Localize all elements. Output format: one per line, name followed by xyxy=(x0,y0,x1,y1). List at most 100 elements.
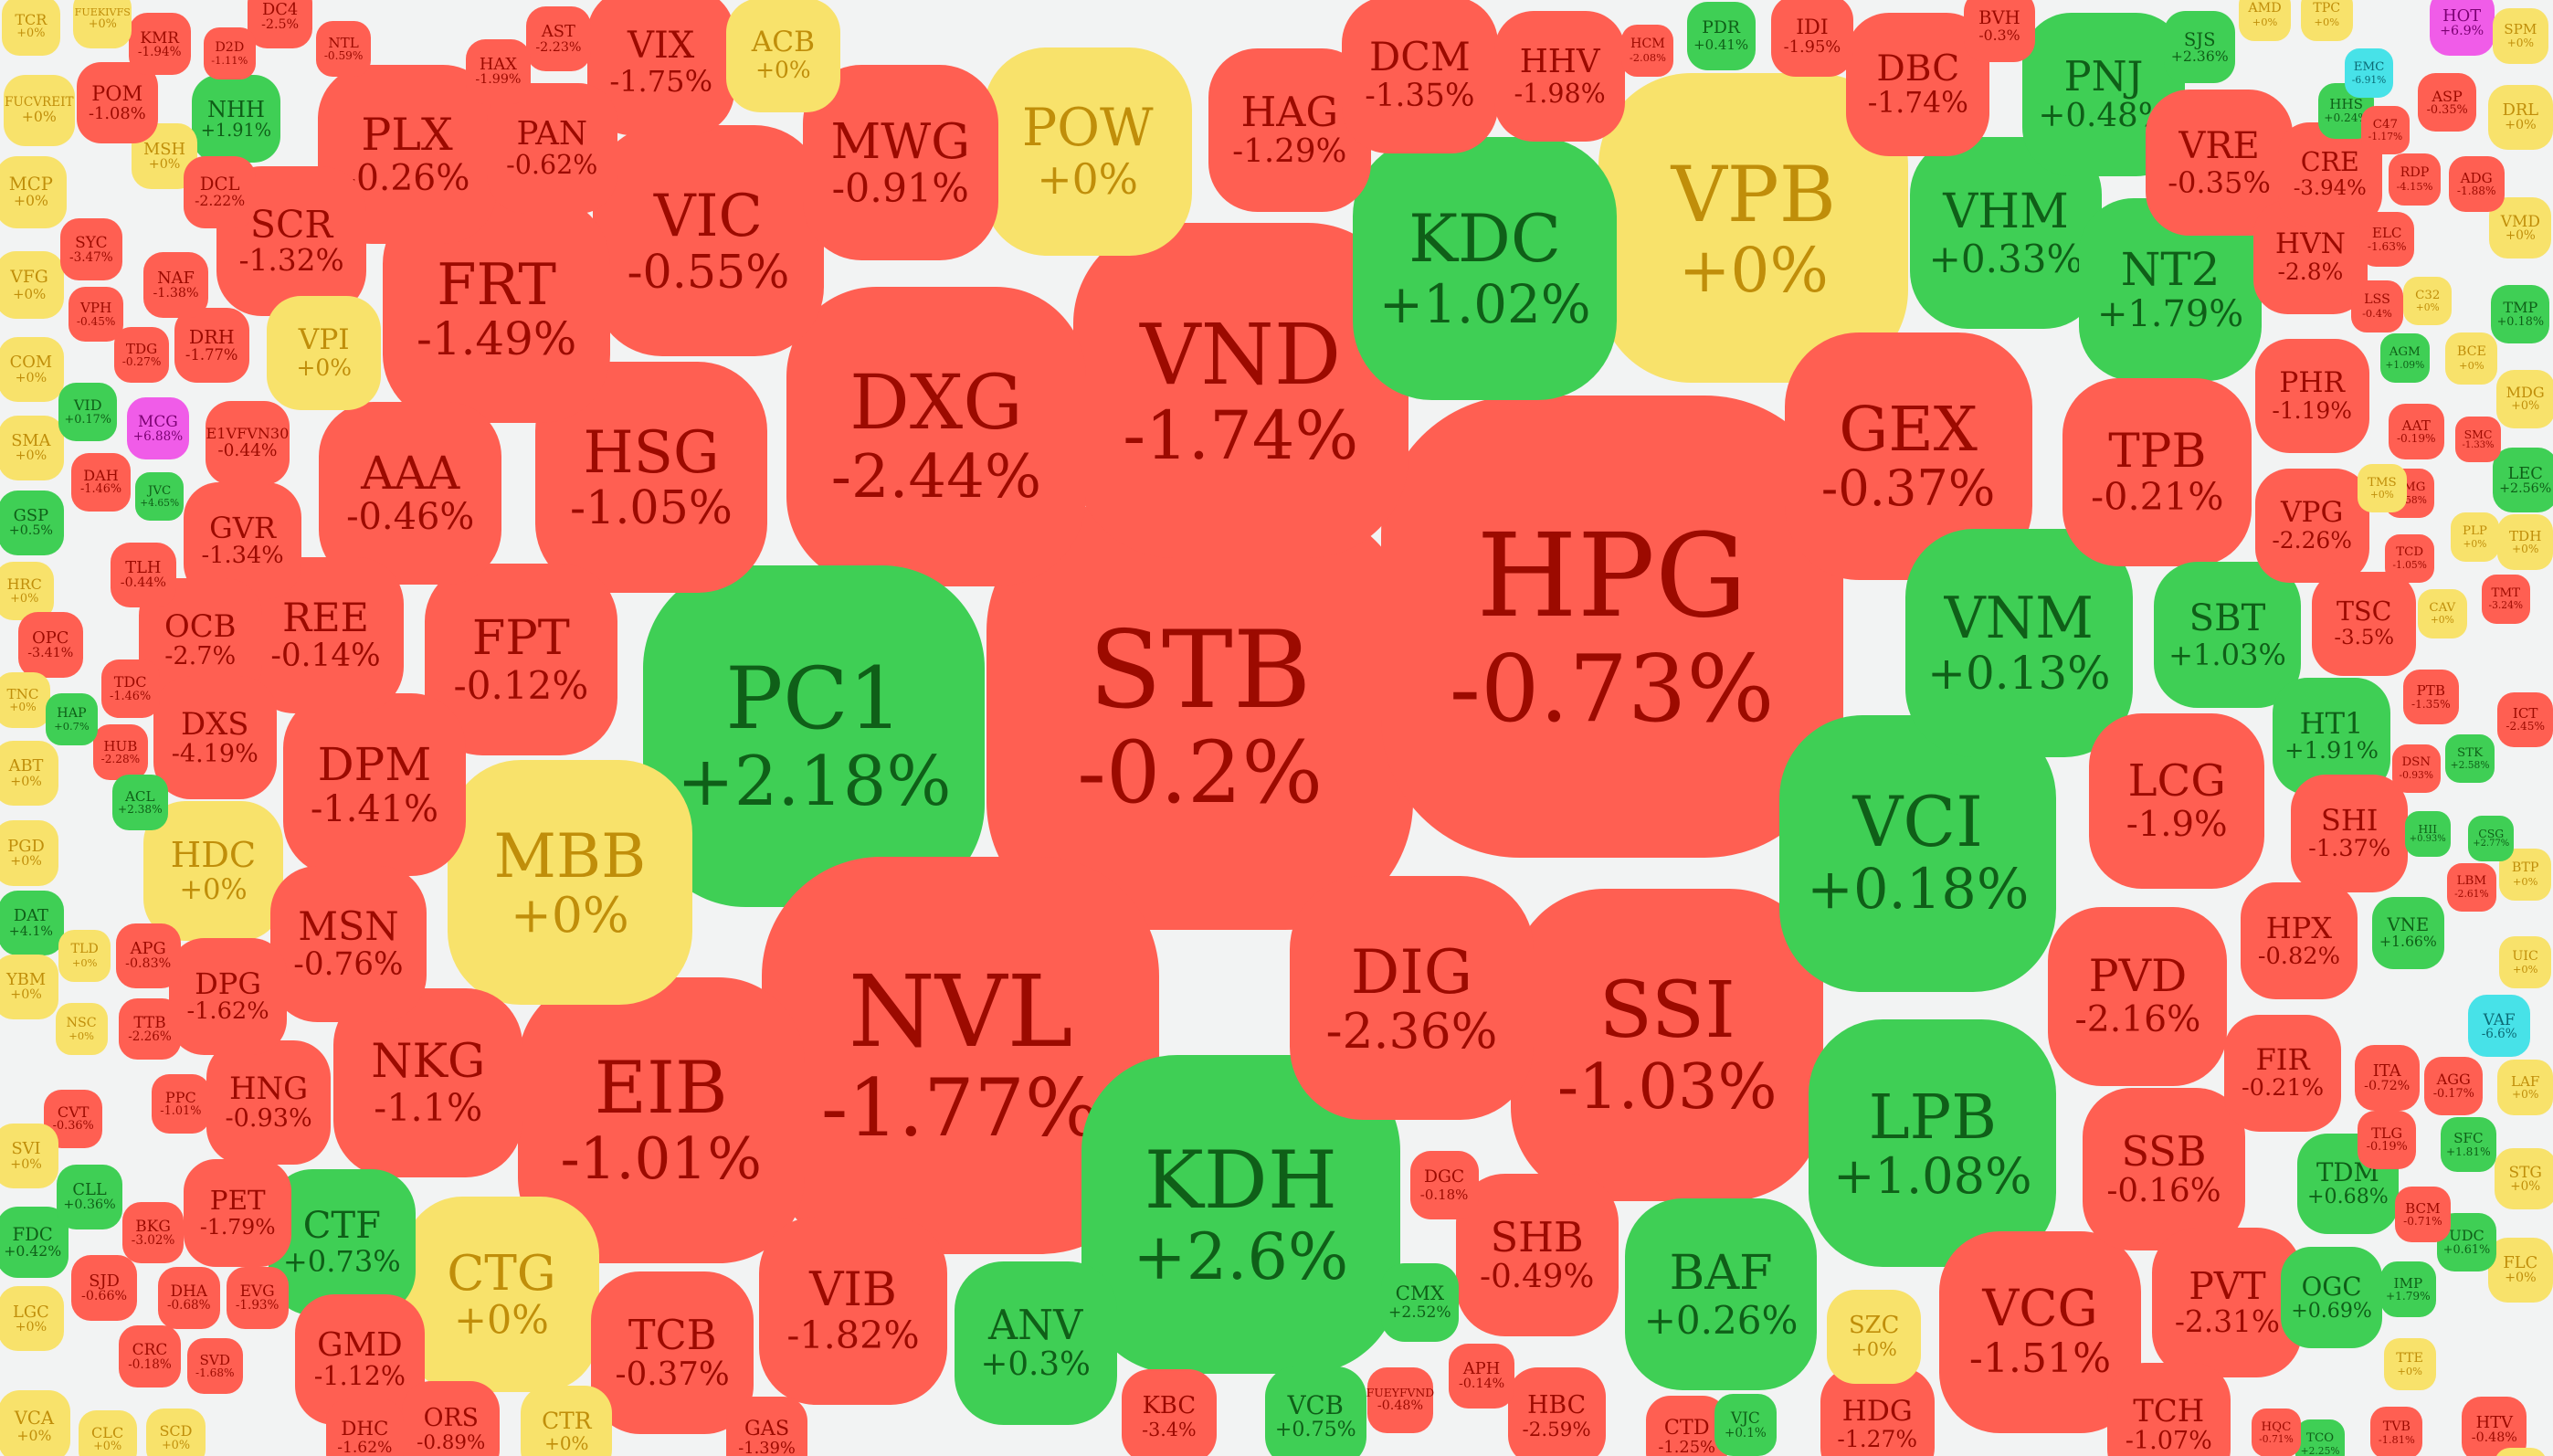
tile-nvl[interactable]: NVL -1.77% xyxy=(762,856,1160,1254)
tile-tld[interactable]: TLD +0% xyxy=(58,929,111,982)
tile-tdg[interactable]: TDG -0.27% xyxy=(113,327,170,383)
tile-d2d[interactable]: D2D -1.11% xyxy=(203,27,256,80)
tile-pac[interactable]: PAC+0% xyxy=(2494,1447,2547,1456)
tile-crc[interactable]: CRC -0.18% xyxy=(119,1324,181,1387)
tile-pow[interactable]: POW +0% xyxy=(983,47,1192,256)
tile-anv[interactable]: ANV +0.3% xyxy=(954,1261,1117,1425)
tile-vca[interactable]: VCA +0% xyxy=(0,1390,70,1456)
tile-agg[interactable]: AGG -0.17% xyxy=(2424,1056,2484,1115)
tile-svi[interactable]: SVI +0% xyxy=(0,1123,59,1189)
tile-tpc[interactable]: TPC +0% xyxy=(2300,0,2353,41)
tile-laf[interactable]: LAF +0% xyxy=(2497,1060,2553,1116)
tile-tlh[interactable]: TLH -0.44% xyxy=(111,542,176,607)
tile-ict[interactable]: ICT -2.45% xyxy=(2497,691,2553,748)
tile-gvr[interactable]: GVR -1.34% xyxy=(184,481,301,599)
tile-smc[interactable]: SMC -1.33% xyxy=(2455,417,2501,463)
tile-dha[interactable]: DHA -0.68% xyxy=(157,1266,220,1329)
tile-dig[interactable]: DIG -2.36% xyxy=(1289,875,1535,1121)
tile-bkg[interactable]: BKG -3.02% xyxy=(121,1201,185,1264)
tile-mbb[interactable]: MBB +0% xyxy=(448,760,692,1005)
tile-tte[interactable]: TTE +0% xyxy=(2383,1338,2436,1391)
tile-vid[interactable]: VID +0.17% xyxy=(58,382,118,442)
tile-hng[interactable]: HNG -0.93% xyxy=(206,1040,331,1165)
tile-ptb[interactable]: PTB -1.35% xyxy=(2403,669,2459,725)
tile-tdc[interactable]: TDC -1.46% xyxy=(100,659,160,719)
tile-gas[interactable]: GAS -1.39% xyxy=(726,1397,808,1456)
tile-sma[interactable]: SMA +0% xyxy=(0,415,64,480)
tile-evg[interactable]: EVG -1.93% xyxy=(226,1266,289,1329)
tile-pc1[interactable]: PC1 +2.18% xyxy=(643,564,986,907)
tile-vib[interactable]: VIB -1.82% xyxy=(758,1216,948,1406)
tile-csg[interactable]: CSG +2.77% xyxy=(2468,816,2515,861)
tile-hpx[interactable]: HPX -0.82% xyxy=(2240,882,2358,1000)
tile-htv[interactable]: HTV -0.48% xyxy=(2462,1397,2527,1456)
tile-vnm[interactable]: VNM +0.13% xyxy=(1904,529,2134,757)
tile-tmp[interactable]: TMP +0.18% xyxy=(2491,284,2550,344)
tile-uic[interactable]: UIC +0% xyxy=(2499,935,2552,988)
tile-elc[interactable]: ELC -1.63% xyxy=(2358,211,2415,268)
tile-cll[interactable]: CLL +0.36% xyxy=(57,1164,122,1229)
tile-hap[interactable]: HAP +0.7% xyxy=(45,693,98,746)
tile-idi[interactable]: IDI -1.95% xyxy=(1771,0,1853,77)
tile-ppc[interactable]: PPC -1.01% xyxy=(151,1074,210,1134)
tile-pdr[interactable]: PDR +0.41% xyxy=(1686,1,1756,70)
tile-ctr[interactable]: CTR +0% xyxy=(521,1385,613,1456)
tile-dsn[interactable]: DSN -0.93% xyxy=(2391,744,2441,794)
tile-hpg[interactable]: HPG -0.73% xyxy=(1380,396,1843,859)
tile-amd[interactable]: AMD +0% xyxy=(2238,0,2291,41)
tile-shi[interactable]: SHI -1.37% xyxy=(2291,775,2409,892)
tile-hdc[interactable]: HDC +0% xyxy=(142,801,284,942)
tile-drl[interactable]: DRL +0% xyxy=(2487,84,2553,150)
tile-hbc[interactable]: HBC -2.59% xyxy=(1507,1367,1606,1456)
tile-pvt[interactable]: PVT -2.31% xyxy=(2152,1228,2303,1377)
tile-vaf[interactable]: VAF -6.6% xyxy=(2468,995,2531,1057)
tile-gmd[interactable]: GMD -1.12% xyxy=(294,1294,426,1425)
tile-ogc[interactable]: OGC +0.69% xyxy=(2281,1247,2382,1348)
tile-nhh[interactable]: NHH +1.91% xyxy=(192,74,280,164)
tile-hcm[interactable]: HCM -2.08% xyxy=(1621,24,1674,77)
tile-opc[interactable]: OPC -3.41% xyxy=(17,612,83,678)
tile-flc[interactable]: FLC +0% xyxy=(2487,1237,2553,1303)
tile-vmd[interactable]: VMD +0% xyxy=(2489,196,2552,259)
tile-agm[interactable]: AGM +1.09% xyxy=(2380,333,2430,383)
tile-c47[interactable]: C47 -1.17% xyxy=(2360,105,2411,155)
tile-hii[interactable]: HII +0.93% xyxy=(2404,810,2451,857)
tile-sbt[interactable]: SBT +1.03% xyxy=(2154,561,2301,709)
tile-msn[interactable]: MSN -0.76% xyxy=(269,866,427,1023)
tile-tlg[interactable]: TLG -0.19% xyxy=(2358,1110,2417,1169)
tile-plx[interactable]: PLX -0.26% xyxy=(317,65,497,245)
tile-hax[interactable]: HAX -1.99% xyxy=(465,38,532,105)
tile-vpg[interactable]: VPG -2.26% xyxy=(2254,469,2369,584)
tile-pom[interactable]: POM -1.08% xyxy=(76,61,158,143)
tile-ctg[interactable]: CTG +0% xyxy=(404,1197,599,1393)
tile-naf[interactable]: NAF -1.38% xyxy=(142,252,209,318)
tile-tpb[interactable]: TPB -0.21% xyxy=(2062,377,2252,567)
tile-scd[interactable]: SCD +0% xyxy=(146,1408,206,1456)
tile-dxg[interactable]: DXG -2.44% xyxy=(786,286,1086,586)
tile-tsc[interactable]: TSC -3.5% xyxy=(2312,571,2417,676)
tile-lss[interactable]: LSS -0.4% xyxy=(2350,280,2403,332)
tile-dat[interactable]: DAT +4.1% xyxy=(0,891,64,956)
tile-drh[interactable]: DRH -1.77% xyxy=(174,307,249,383)
tile-shb[interactable]: SHB -0.49% xyxy=(1455,1174,1619,1337)
tile-ssb[interactable]: SSB -0.16% xyxy=(2082,1087,2246,1250)
tile-asp[interactable]: ASP -0.35% xyxy=(2418,73,2477,132)
tile-tdh[interactable]: TDH +0% xyxy=(2497,514,2553,570)
tile-svd[interactable]: SVD -1.68% xyxy=(186,1338,243,1394)
tile-bcm[interactable]: BCM -0.71% xyxy=(2395,1187,2451,1243)
tile-ita[interactable]: ITA -0.72% xyxy=(2354,1045,2420,1111)
tile-dpm[interactable]: DPM -1.41% xyxy=(283,693,466,876)
tile-ctf[interactable]: CTF +0.73% xyxy=(269,1168,416,1316)
tile-c32[interactable]: C32 +0% xyxy=(2403,277,2453,326)
tile-vre[interactable]: VRE -0.35% xyxy=(2146,90,2293,237)
tile-dcl[interactable]: DCL -2.22% xyxy=(184,156,256,228)
tile-tmt[interactable]: TMT -3.24% xyxy=(2481,575,2531,624)
tile-fucvreit[interactable]: FUCVREIT +0% xyxy=(3,74,75,147)
tile-tms[interactable]: TMS +0% xyxy=(2358,464,2407,513)
tile-vjc[interactable]: VJC +0.1% xyxy=(1714,1393,1777,1456)
tile-vci[interactable]: VCI +0.18% xyxy=(1779,714,2057,992)
tile-cmx[interactable]: CMX +2.52% xyxy=(1380,1263,1460,1342)
tile-aat[interactable]: AAT -0.19% xyxy=(2388,404,2444,459)
tile-apg[interactable]: APG -0.83% xyxy=(115,923,181,988)
tile-bvh[interactable]: BVH -0.3% xyxy=(1963,0,2036,62)
